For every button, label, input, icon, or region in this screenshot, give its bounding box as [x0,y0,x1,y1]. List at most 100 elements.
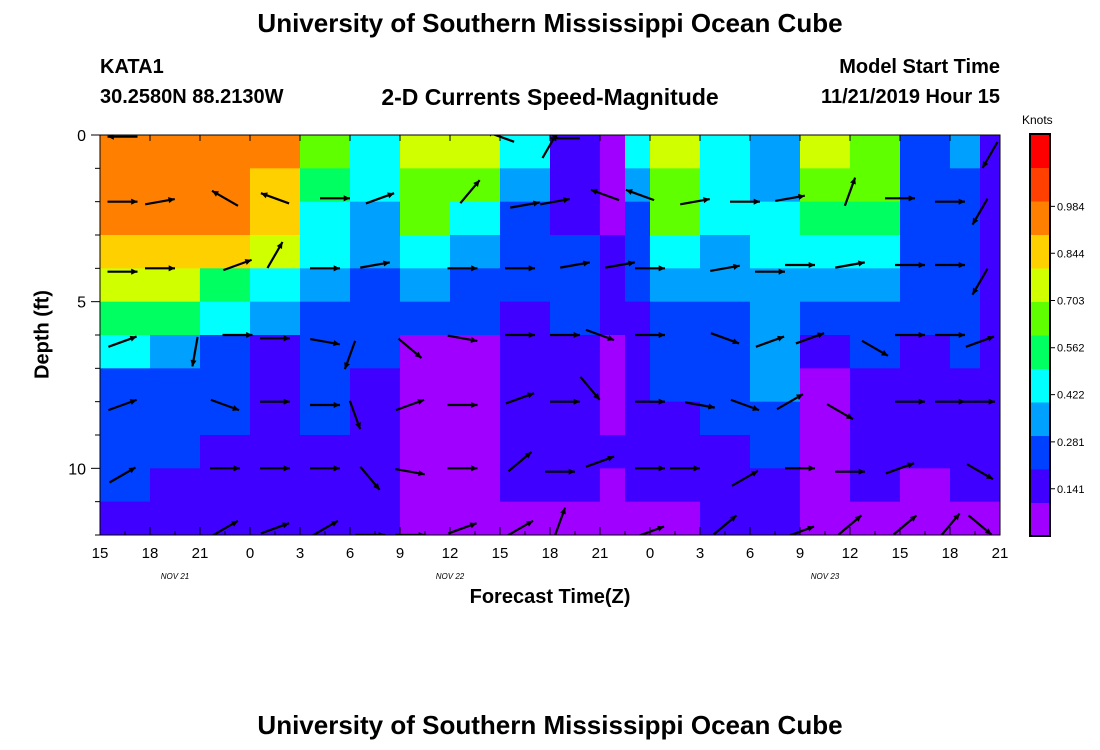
heatmap-cell [650,301,701,336]
heatmap-cell [150,235,201,269]
current-vector-arrow [223,258,252,272]
heatmap-cell [950,235,981,269]
heatmap-cell [400,201,451,236]
heatmap-cell [200,201,251,236]
heatmap-cell [400,135,451,169]
colorbar-tick-label: 0.703 [1057,295,1085,307]
title-bottom: University of Southern Mississippi Ocean… [257,710,843,740]
current-vector-arrow [971,268,989,296]
heatmap-cell [350,268,401,303]
colorbar-swatch [1030,201,1050,235]
heatmap-cell [350,501,401,535]
heatmap-cell [700,335,751,369]
current-vector-arrow [785,465,815,472]
heatmap-cell [800,435,851,469]
heatmap-cell [300,235,351,269]
current-vector-arrow [459,179,481,204]
heatmap-cell [400,435,451,469]
heatmap-cell [100,268,151,303]
current-vector-arrow [222,331,253,339]
heatmap-cell [600,201,626,236]
current-vector-arrow [505,331,535,339]
heatmap-cell [450,135,501,169]
x-tick-label: 18 [942,545,959,562]
heatmap-cell [600,235,626,269]
x-tick-label: 3 [296,545,304,562]
heatmap-cell [950,368,981,403]
model-start-value: 11/21/2019 Hour 15 [820,86,1000,108]
heatmap-cell [650,401,701,436]
heatmap-cell [650,435,701,469]
heatmap-cell [800,235,851,269]
heatmap-cell [200,501,251,535]
x-tick-label: 18 [542,545,559,562]
current-vector-arrow [260,522,290,535]
current-vector-arrow [447,334,478,343]
heatmap-cell [980,135,1000,169]
current-vector-arrow [861,339,889,357]
heatmap-cell [750,368,801,403]
heatmap-cell [800,335,851,369]
heatmap-cell [650,168,701,203]
heatmap-cell [200,468,251,503]
heatmap-cell [250,235,301,269]
heatmap-cell [100,201,151,236]
current-vector-arrow [506,519,534,535]
heatmap-cell [300,301,351,336]
x-tick-label: 6 [746,545,754,562]
current-vectors [107,135,999,535]
current-vector-arrow [731,469,759,487]
heatmap-cell [750,168,801,203]
heatmap-cell [900,468,951,503]
y-tick-label: 0 [77,128,86,145]
heatmap-cell [980,335,1000,369]
current-vector-arrow [785,261,815,269]
heatmap-cell [400,335,451,369]
date-label: NOV 21 [161,572,189,581]
heatmap-cell [500,501,551,535]
current-vector-arrow [775,193,805,203]
current-vector-arrow [585,455,615,468]
heatmap-cell [500,268,551,303]
heatmap-cell [900,268,951,303]
current-vector-arrow [635,265,665,272]
model-start-label: Model Start Time [839,56,1000,78]
heatmap-cell [600,168,626,203]
heatmap-cell [250,368,301,403]
heatmap-cell [625,468,651,503]
heatmap-cell [600,301,626,336]
x-tick-label: 9 [396,545,404,562]
current-vector-arrow [550,331,580,339]
heatmap-cells [100,135,1000,535]
heatmap-cell [850,335,901,369]
heatmap-cell [350,301,401,336]
heatmap-cell [550,401,601,436]
heatmap-cell [100,368,151,403]
current-vector-arrow [935,261,965,269]
current-vector-arrow [210,465,240,472]
heatmap-cell [450,301,501,336]
x-tick-label: 21 [192,545,209,562]
heatmap-cell [150,501,201,535]
heatmap-cell [550,301,601,336]
heatmap-cell [650,201,701,236]
heatmap-cell [900,301,951,336]
x-axis: 15 18 21 0 3 6 9 12 15 18 21 0 3 6 9 12 15 18 21 NOV 21 NOV … [92,135,1009,581]
heatmap-cell [600,135,626,169]
heatmap-cell [980,501,1000,535]
heatmap-cell [600,501,626,535]
heatmap-cell [980,435,1000,469]
heatmap-cell [750,135,801,169]
heatmap-cell [350,368,401,403]
colorbar-tick-label: 0.984 [1057,201,1085,213]
title-top: University of Southern Mississippi Ocean… [257,8,843,38]
heatmap-cell [800,401,851,436]
heatmap-cell [300,435,351,469]
current-vector-arrow [605,260,635,269]
current-vector-arrow [635,398,665,405]
x-tick-label: 21 [992,545,1009,562]
current-vector-arrow [365,192,395,205]
current-vector-arrow [553,507,567,535]
current-vector-arrow [940,512,961,535]
